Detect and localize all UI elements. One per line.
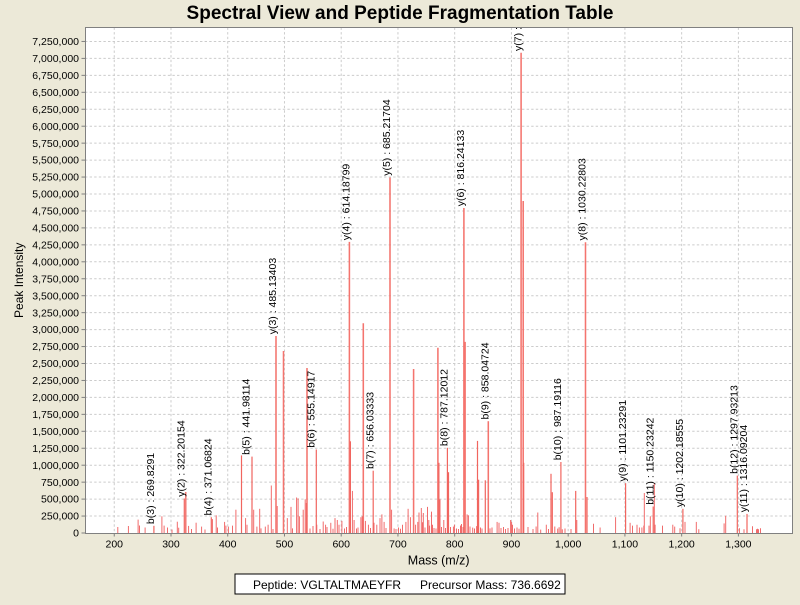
svg-text:1,500,000: 1,500,000 <box>32 426 79 438</box>
svg-text:0: 0 <box>73 528 79 540</box>
svg-text:5,250,000: 5,250,000 <box>32 172 79 184</box>
svg-text:500,000: 500,000 <box>41 494 79 506</box>
svg-text:5,000,000: 5,000,000 <box>32 189 79 201</box>
svg-text:1,200: 1,200 <box>669 539 695 551</box>
svg-text:4,250,000: 4,250,000 <box>32 239 79 251</box>
svg-text:y(4) : 614.18799: y(4) : 614.18799 <box>341 164 353 241</box>
svg-text:y(9) : 1101.23291: y(9) : 1101.23291 <box>617 400 629 482</box>
svg-text:5,500,000: 5,500,000 <box>32 155 79 167</box>
svg-text:2,250,000: 2,250,000 <box>32 375 79 387</box>
svg-text:6,500,000: 6,500,000 <box>32 87 79 99</box>
svg-text:500: 500 <box>276 539 294 551</box>
svg-text:1,100: 1,100 <box>612 539 638 551</box>
svg-text:2,000,000: 2,000,000 <box>32 392 79 404</box>
svg-text:5,750,000: 5,750,000 <box>32 138 79 150</box>
svg-text:6,000,000: 6,000,000 <box>32 121 79 133</box>
svg-text:b(12) : 1297.93213: b(12) : 1297.93213 <box>729 385 741 474</box>
svg-text:7,250,000: 7,250,000 <box>32 36 79 48</box>
svg-text:4,500,000: 4,500,000 <box>32 223 79 235</box>
svg-text:700: 700 <box>389 539 407 551</box>
svg-text:b(8) : 787.12012: b(8) : 787.12012 <box>439 369 451 446</box>
svg-text:1,000: 1,000 <box>555 539 581 551</box>
svg-text:y(5) : 685.21704: y(5) : 685.21704 <box>381 99 393 176</box>
svg-text:600: 600 <box>332 539 350 551</box>
svg-text:6,250,000: 6,250,000 <box>32 104 79 116</box>
svg-text:1,000,000: 1,000,000 <box>32 460 79 472</box>
svg-text:b(11) : 1150.23242: b(11) : 1150.23242 <box>644 417 656 504</box>
svg-text:400: 400 <box>219 539 237 551</box>
svg-text:y(2) : 322.20154: y(2) : 322.20154 <box>176 420 188 497</box>
svg-text:b(6) : 555.14917: b(6) : 555.14917 <box>305 371 317 448</box>
svg-text:y(11) : 1316.09204: y(11) : 1316.09204 <box>738 425 750 513</box>
svg-text:1,250,000: 1,250,000 <box>32 443 79 455</box>
svg-text:300: 300 <box>162 539 180 551</box>
svg-text:3,500,000: 3,500,000 <box>32 290 79 302</box>
svg-text:3,000,000: 3,000,000 <box>32 324 79 336</box>
svg-text:200: 200 <box>105 539 123 551</box>
svg-text:Spectral View and Peptide Frag: Spectral View and Peptide Fragmentation … <box>187 3 614 24</box>
svg-text:Peptide: VGLTALTMAEYFR: Peptide: VGLTALTMAEYFR <box>253 578 401 592</box>
svg-text:1,750,000: 1,750,000 <box>32 409 79 421</box>
svg-text:Mass (m/z): Mass (m/z) <box>408 554 470 568</box>
svg-text:250,000: 250,000 <box>41 511 79 523</box>
svg-text:b(7) : 656.03333: b(7) : 656.03333 <box>364 392 376 469</box>
svg-text:900: 900 <box>503 539 521 551</box>
svg-text:3,750,000: 3,750,000 <box>32 273 79 285</box>
svg-text:4,750,000: 4,750,000 <box>32 206 79 218</box>
svg-text:4,000,000: 4,000,000 <box>32 256 79 268</box>
svg-text:Peak Intensity: Peak Intensity <box>12 243 26 318</box>
svg-text:y(10) : 1202.18555: y(10) : 1202.18555 <box>674 419 686 507</box>
svg-text:800: 800 <box>446 539 464 551</box>
svg-text:750,000: 750,000 <box>41 477 79 489</box>
svg-text:3,250,000: 3,250,000 <box>32 307 79 319</box>
svg-text:6,750,000: 6,750,000 <box>32 70 79 82</box>
svg-text:y(8) : 1030.22803: y(8) : 1030.22803 <box>577 158 589 240</box>
svg-text:b(5) : 441.98114: b(5) : 441.98114 <box>241 378 253 454</box>
svg-text:b(4) : 371.06824: b(4) : 371.06824 <box>203 438 215 515</box>
svg-text:Precursor Mass: 736.6692: Precursor Mass: 736.6692 <box>420 578 561 592</box>
svg-text:7,000,000: 7,000,000 <box>32 53 79 65</box>
svg-text:2,750,000: 2,750,000 <box>32 341 79 353</box>
svg-text:b(10) : 987.19116: b(10) : 987.19116 <box>552 378 564 460</box>
svg-text:y(3) : 485.13403: y(3) : 485.13403 <box>267 258 279 335</box>
svg-text:y(6) : 816.24133: y(6) : 816.24133 <box>455 130 467 207</box>
svg-text:b(3) : 269.8291: b(3) : 269.8291 <box>145 453 157 524</box>
svg-text:y(7) : 912.31204: y(7) : 912.31204 <box>512 0 524 51</box>
svg-text:2,500,000: 2,500,000 <box>32 358 79 370</box>
svg-text:b(9) : 858.04724: b(9) : 858.04724 <box>480 342 492 419</box>
svg-text:1,300: 1,300 <box>725 539 751 551</box>
